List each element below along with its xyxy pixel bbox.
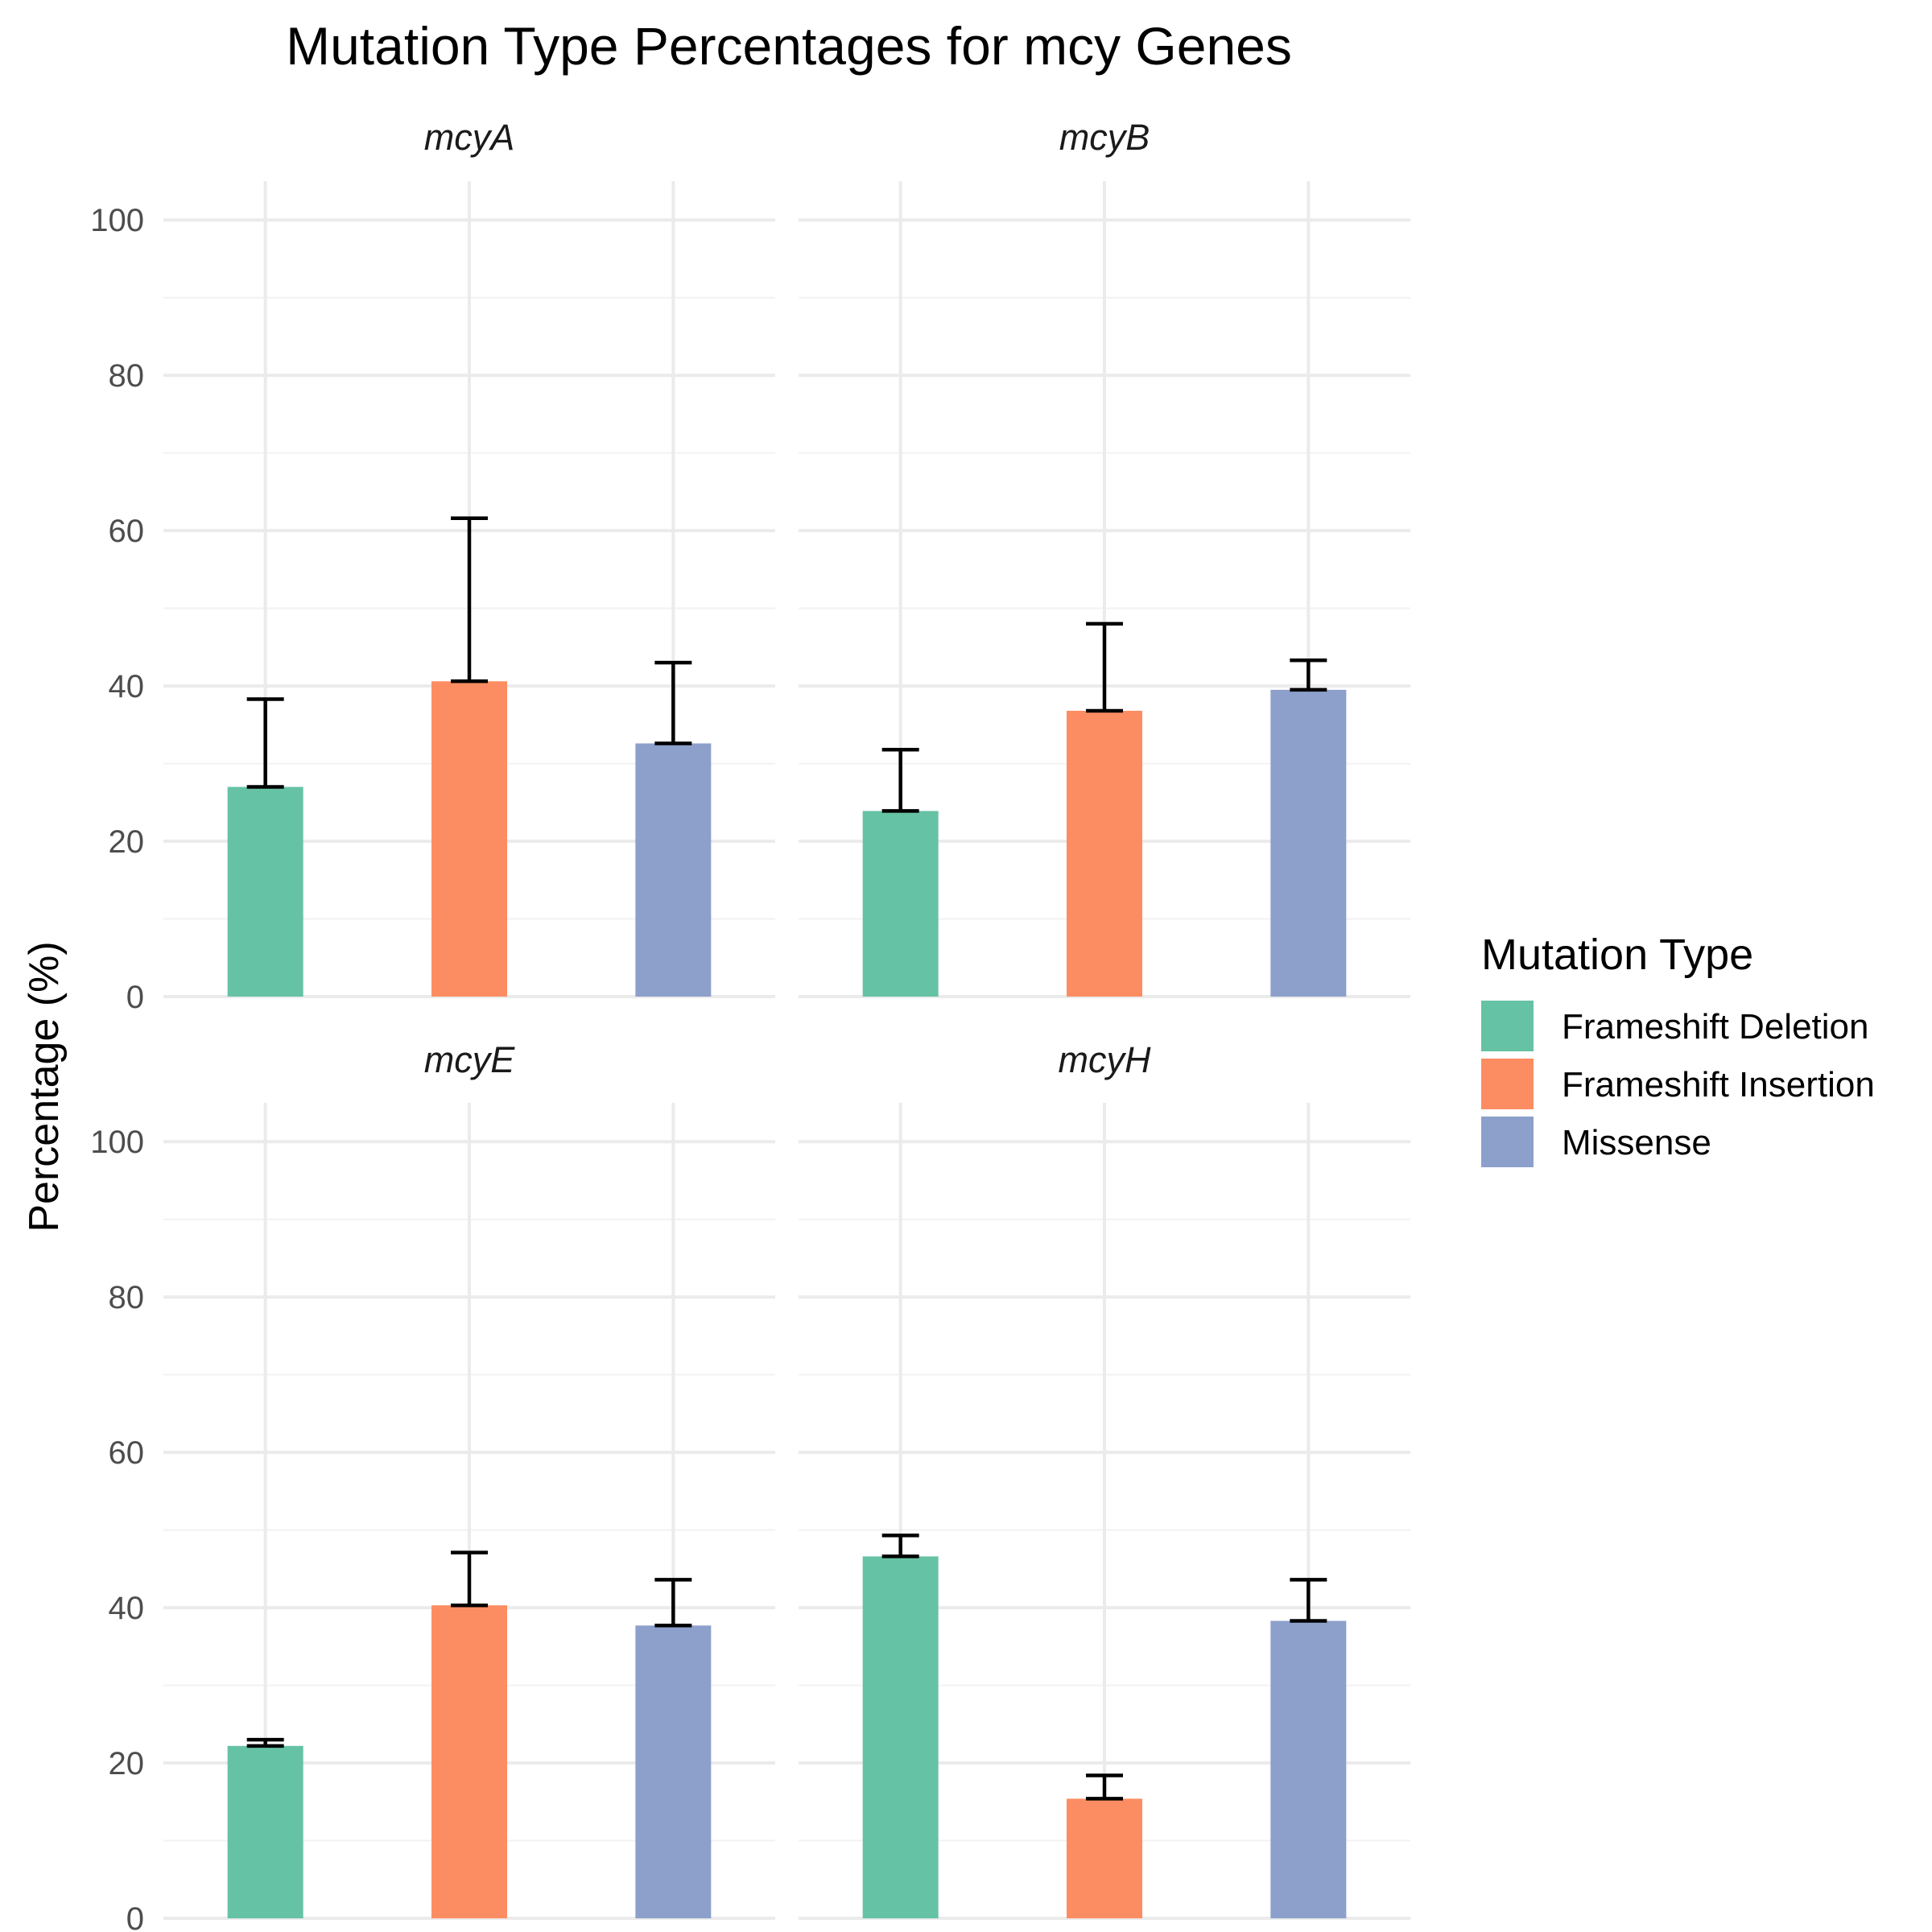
bar-mcyH-1 [862, 1556, 939, 1918]
bar-mcyA-2 [431, 681, 507, 997]
bar-mcyB-2 [1067, 710, 1142, 997]
bar-mcyA-1 [227, 786, 303, 997]
facet-label-mcyH: mcyH [1059, 1039, 1151, 1080]
y-tick-label: 100 [90, 1125, 144, 1160]
error-bar-mcyB-1 [881, 747, 919, 813]
error-bar-mcyE-2 [451, 1550, 488, 1608]
legend-swatch-1 [1481, 1001, 1534, 1051]
legend-label-3: Missense [1562, 1123, 1711, 1162]
y-tick-label: 80 [109, 1280, 145, 1315]
chart-title: Mutation Type Percentages for mcy Genes [286, 16, 1292, 76]
y-tick-label: 40 [109, 669, 145, 704]
legend-label-1: Frameshift Deletion [1562, 1007, 1868, 1046]
y-tick-label: 0 [126, 980, 144, 1015]
panel-mcyE: 0 20 40 60 80 100 mcyE [90, 1039, 775, 1932]
error-bar-mcyH-3 [1290, 1578, 1327, 1623]
error-bar-mcyH-2 [1086, 1773, 1123, 1801]
y-tick-label: 20 [109, 824, 145, 860]
panel-mcyA: 0 20 40 60 80 100 mcyA [90, 117, 775, 1015]
bar-mcyB-1 [862, 811, 939, 997]
y-tick-label: 20 [109, 1746, 145, 1781]
facet-label-mcyA: mcyA [424, 117, 515, 158]
bar-mcyE-1 [227, 1745, 303, 1918]
bar-mcyB-3 [1270, 689, 1347, 997]
y-tick-label: 100 [90, 203, 144, 238]
y-tick-label: 60 [109, 1435, 145, 1471]
bar-mcyE-2 [431, 1605, 507, 1918]
y-tick-label: 60 [109, 514, 145, 549]
legend-label-2: Frameshift Insertion [1562, 1065, 1875, 1104]
error-bar-mcyA-3 [654, 660, 692, 745]
error-bar-mcyA-1 [246, 697, 284, 789]
error-bar-mcyE-3 [654, 1578, 692, 1628]
legend-title: Mutation Type [1481, 931, 1753, 979]
y-tick-label: 40 [109, 1591, 145, 1626]
y-axis-label: Percentage (%) [21, 941, 68, 1232]
error-bar-mcyE-1 [246, 1737, 284, 1748]
facet-label-mcyB: mcyB [1059, 117, 1150, 158]
y-tick-label: 0 [126, 1901, 144, 1932]
error-bar-mcyA-2 [451, 516, 488, 683]
panel-mcyH: mcyH [799, 1039, 1410, 1920]
error-bar-mcyB-3 [1290, 658, 1327, 692]
bar-mcyA-3 [635, 743, 712, 997]
bar-mcyE-3 [635, 1625, 712, 1918]
bar-mcyH-2 [1067, 1798, 1142, 1918]
panel-mcyB: mcyB [799, 117, 1410, 998]
y-tick-label: 80 [109, 358, 145, 394]
facet-panels: 0 20 40 60 80 100 mcyA mcyB 0 20 40 60 80 100 mcyE mcyH [90, 117, 1410, 1932]
bar-mcyH-3 [1270, 1620, 1347, 1918]
error-bar-mcyB-2 [1086, 621, 1123, 713]
legend: Mutation Type Frameshift Deletion Framesh… [1481, 931, 1875, 1167]
legend-swatch-3 [1481, 1117, 1534, 1167]
error-bar-mcyH-1 [881, 1534, 919, 1558]
legend-swatch-2 [1481, 1059, 1534, 1109]
facet-label-mcyE: mcyE [424, 1039, 515, 1080]
